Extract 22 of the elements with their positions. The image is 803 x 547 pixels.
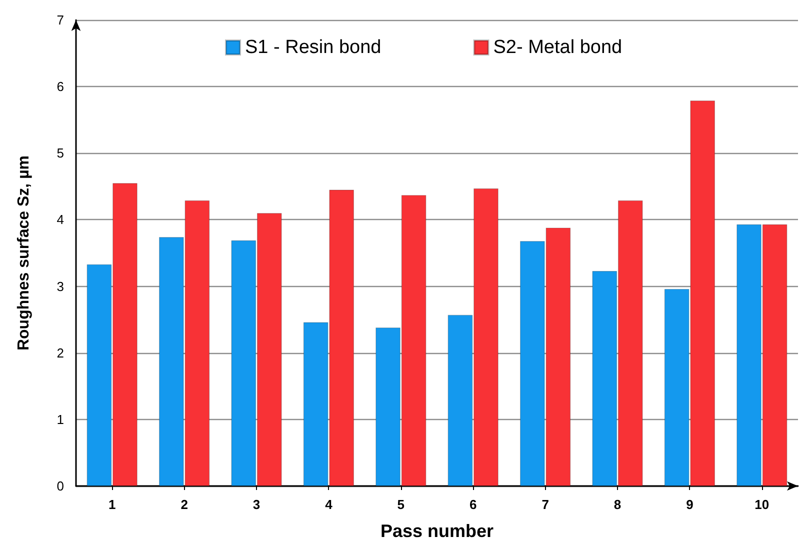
x-axis-title: Pass number: [380, 521, 494, 541]
x-tick-label: 10: [754, 497, 770, 512]
y-tick-label: 6: [56, 79, 64, 94]
legend-label: S2- Metal bond: [493, 37, 622, 58]
x-tick-label: 3: [252, 497, 260, 512]
x-tick-label: 8: [614, 497, 622, 512]
y-axis-title: Roughnes surface Sz, µm: [16, 155, 32, 351]
x-tick-label: 9: [686, 497, 694, 512]
x-tick-label: 5: [397, 497, 405, 512]
y-tick-label: 4: [56, 212, 64, 228]
legend-label: S1 - Resin bond: [245, 37, 382, 58]
x-tick-label: 6: [469, 497, 477, 512]
y-tick-label: 3: [56, 278, 64, 294]
y-tick-label: 7: [56, 12, 64, 28]
x-tick-label: 1: [108, 497, 116, 512]
y-tick-label: 2: [56, 345, 64, 360]
x-tick-label: 7: [542, 497, 549, 512]
y-tick-label: 1: [56, 412, 64, 427]
y-tick-label: 0: [56, 478, 64, 494]
y-tick-label: 5: [56, 146, 64, 161]
x-tick-label: 2: [180, 497, 188, 512]
x-tick-label: 4: [325, 497, 334, 512]
